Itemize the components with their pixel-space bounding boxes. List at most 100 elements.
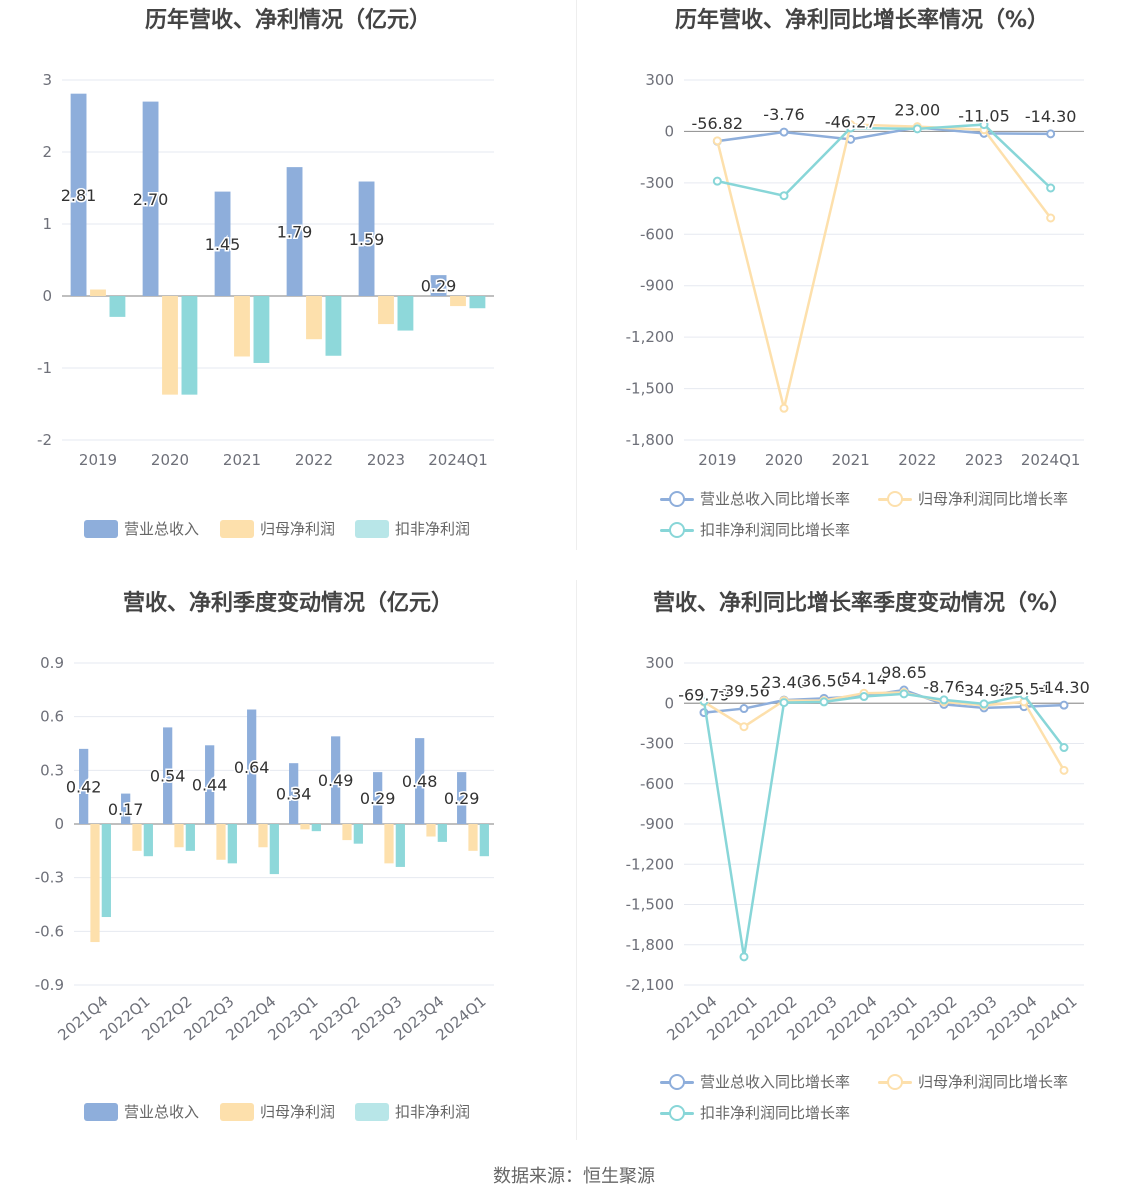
- legend-swatch: [84, 519, 118, 538]
- y-tick-label: -2,100: [626, 976, 674, 994]
- point-data-label: -25.54: [998, 680, 1050, 699]
- legend-item-deducted-profit[interactable]: 扣非净利润: [355, 518, 470, 539]
- bar-parent-profit: [426, 824, 436, 837]
- point-data-label: -69.79: [678, 686, 730, 705]
- bar-revenue: [289, 763, 299, 824]
- legend-label: 归母净利润: [260, 1103, 336, 1121]
- legend-swatch: [660, 521, 694, 539]
- point-data-label: -39.56: [718, 682, 770, 701]
- bar-deducted-profit: [311, 824, 321, 832]
- bar-parent-profit: [90, 824, 100, 943]
- legend-swatch: [84, 1102, 118, 1121]
- x-tick-label: 2021: [832, 451, 870, 469]
- bar-data-label: 0.29: [444, 789, 480, 808]
- bar-deducted-profit: [109, 296, 126, 317]
- series-line-revenue-growth: [717, 126, 1051, 143]
- quarterly-revenue-profit-chart: 营收、净利季度变动情况（亿元） 0.9 0.6 0.3 0 -0.3 -0.6 -0.9 20…: [0, 583, 576, 1143]
- bar-revenue: [286, 167, 303, 296]
- bar-revenue: [331, 736, 341, 824]
- bar-deducted-profit: [353, 824, 363, 844]
- y-tick-label: -600: [640, 225, 674, 243]
- quarterly-growth-rate-chart: 营收、净利同比增长率季度变动情况（%） 300 0 -300 -600 -900 -1,2…: [576, 583, 1148, 1143]
- bar-parent-profit: [90, 289, 106, 296]
- point-data-label: -8.76: [923, 677, 964, 696]
- legend-swatch: [355, 519, 389, 538]
- legend-item-revenue-growth[interactable]: 营业总收入同比增长率: [660, 488, 850, 509]
- legend-item-parent-profit-growth[interactable]: 归母净利润同比增长率: [878, 488, 1068, 509]
- bar-parent-profit: [342, 824, 352, 841]
- legend-swatch: [355, 1102, 389, 1121]
- chart-svg: 3 2 1 0 -1 -2 2019 2020 2021 2022 2023 2024Q1 2.81 2.…: [37, 71, 494, 469]
- y-tick-label: 0: [54, 815, 64, 833]
- bar-deducted-profit: [227, 824, 237, 864]
- legend-item-deducted-profit-growth[interactable]: 扣非净利润同比增长率: [660, 1102, 850, 1123]
- y-tick-label: 0: [664, 694, 674, 712]
- series-point: [859, 692, 869, 702]
- legend-item-parent-profit[interactable]: 归母净利润: [220, 518, 335, 539]
- bar-revenue: [70, 93, 87, 297]
- legend-item-revenue[interactable]: 营业总收入: [84, 1101, 199, 1122]
- chart-title: 营收、净利季度变动情况（亿元）: [122, 591, 453, 616]
- bar-revenue: [214, 191, 231, 296]
- legend-item-parent-profit-growth[interactable]: 归母净利润同比增长率: [878, 1071, 1068, 1092]
- legend-item-deducted-profit[interactable]: 扣非净利润: [355, 1101, 470, 1122]
- point-data-label: -11.05: [958, 106, 1010, 125]
- series-point: [846, 123, 856, 133]
- legend-item-deducted-profit-growth[interactable]: 扣非净利润同比增长率: [660, 519, 850, 540]
- point-data-label: -14.30: [1025, 107, 1077, 126]
- bar-data-label: 1.45: [205, 235, 241, 254]
- bar-deducted-profit: [325, 296, 342, 356]
- bar-deducted-profit: [185, 824, 195, 851]
- bar-parent-profit: [234, 296, 250, 357]
- y-tick-label: 3: [42, 71, 52, 89]
- bar-data-label: 0.54: [150, 767, 186, 786]
- bar-deducted-profit: [269, 824, 279, 875]
- x-tick-label: 2019: [79, 451, 117, 469]
- x-tick-label: 2024Q1: [1021, 451, 1081, 469]
- legend-label: 归母净利润: [260, 520, 336, 538]
- bar-parent-profit: [450, 296, 466, 307]
- bar-data-label: 0.42: [66, 777, 102, 796]
- bar-revenue: [358, 181, 375, 296]
- point-data-label: 36.50: [801, 671, 847, 690]
- bar-data-label: 1.59: [349, 230, 385, 249]
- legend-swatch: [878, 490, 912, 508]
- y-tick-label: 300: [645, 654, 674, 672]
- bar-data-label: 2.81: [61, 186, 97, 205]
- legend-label: 营业总收入: [124, 1103, 200, 1121]
- series-point: [739, 704, 749, 714]
- y-tick-label: 0: [42, 287, 52, 305]
- annual-revenue-profit-chart: 历年营收、净利情况（亿元） 3 2 1 0 -1 -2 2019 2020 2021 2022 20…: [0, 0, 576, 560]
- chart-title: 历年营收、净利情况（亿元）: [144, 8, 431, 33]
- legend-item-revenue[interactable]: 营业总收入: [84, 518, 199, 539]
- y-tick-label: -1,500: [626, 896, 674, 914]
- series-point: [939, 695, 949, 705]
- point-data-label: -56.82: [692, 114, 744, 133]
- point-data-label: 23.00: [894, 100, 940, 119]
- y-tick-label: 0: [664, 122, 674, 140]
- legend-item-parent-profit[interactable]: 归母净利润: [220, 1101, 335, 1122]
- series-point: [1046, 183, 1056, 193]
- legend-label: 营业总收入同比增长率: [700, 490, 851, 508]
- y-tick-label: -1,800: [626, 936, 674, 954]
- bar-revenue: [415, 738, 425, 824]
- series-point: [712, 136, 722, 146]
- legend-label: 营业总收入: [124, 520, 200, 538]
- annual-growth-rate-chart: 历年营收、净利同比增长率情况（%） 300 0 -300 -600 -900 -1,200…: [576, 0, 1148, 560]
- series-point: [1046, 129, 1056, 139]
- series-point: [712, 176, 722, 186]
- legend-item-revenue-growth[interactable]: 营业总收入同比增长率: [660, 1071, 850, 1092]
- bar-data-label: 0.49: [318, 771, 354, 790]
- y-tick-label: 0.9: [40, 654, 64, 672]
- series-point: [1046, 213, 1056, 223]
- bar-data-label: 0.64: [234, 758, 270, 777]
- point-data-label: 98.65: [881, 663, 927, 682]
- bar-revenue: [121, 793, 131, 824]
- y-tick-label: -1,800: [626, 431, 674, 449]
- series-point: [779, 698, 789, 708]
- legend-label: 扣非净利润同比增长率: [700, 1104, 851, 1122]
- series-line-deducted-profit-growth: [717, 123, 1052, 198]
- bar-deducted-profit: [395, 824, 405, 867]
- bar-data-label: 2.70: [133, 190, 169, 209]
- data-source-note: 数据来源：恒生聚源: [493, 1166, 655, 1187]
